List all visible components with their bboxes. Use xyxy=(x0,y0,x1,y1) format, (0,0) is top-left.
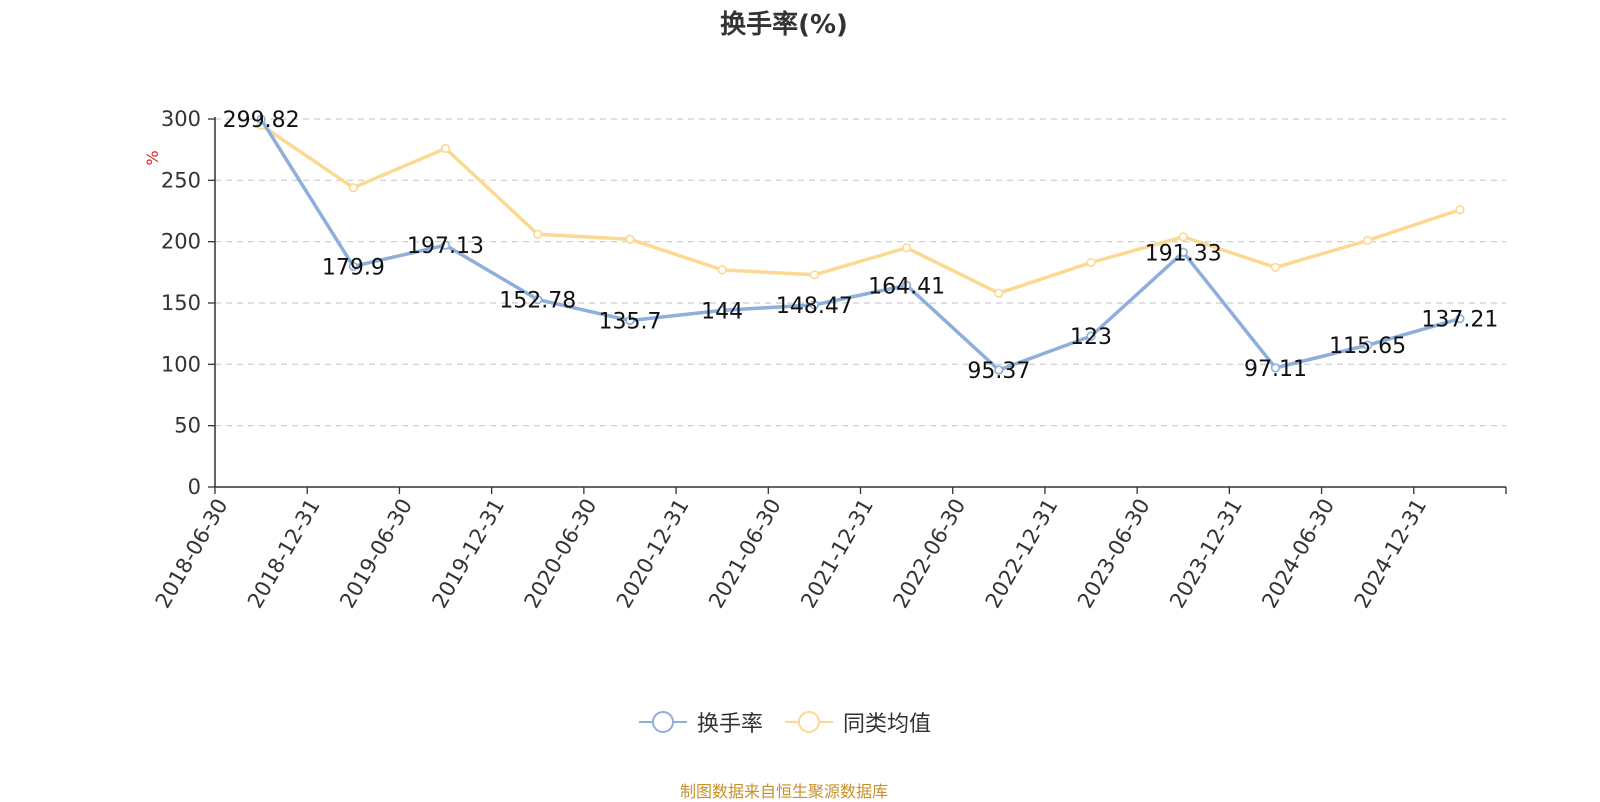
legend-label-peer-average: 同类均值 xyxy=(843,712,932,737)
series-1-point-9[interactable] xyxy=(1086,257,1096,268)
x-tick-label-2024-06-30: 2024-06-30 xyxy=(1257,495,1339,613)
data-label-4: 135.7 xyxy=(598,310,661,335)
series-0-point-8[interactable] xyxy=(994,365,1004,375)
x-tick-label-2018-06-30: 2018-06-30 xyxy=(151,495,233,613)
series-line-0 xyxy=(259,117,1462,372)
series-0-point-5[interactable] xyxy=(717,305,727,315)
series-0-point-10[interactable] xyxy=(1178,247,1188,257)
x-tick-label-2023-12-31: 2023-12-31 xyxy=(1165,495,1247,613)
x-tick-label-2021-12-31: 2021-12-31 xyxy=(796,495,878,613)
data-label-1: 179.9 xyxy=(322,255,385,280)
y-tick-label-200: 200 xyxy=(161,230,201,254)
legend-marker-peer-average xyxy=(785,711,833,733)
series-1-point-4[interactable] xyxy=(625,234,635,244)
series-0-point-9[interactable] xyxy=(1086,331,1096,341)
series-1-point-10[interactable] xyxy=(1178,232,1188,242)
legend-label-turnover: 换手率 xyxy=(696,712,763,737)
y-axis-label: % xyxy=(143,150,162,165)
source-note: 制图数据来自恒生聚源数据库 xyxy=(679,782,888,801)
y-tick-label-0: 0 xyxy=(188,475,201,499)
x-tick-label-2019-06-30: 2019-06-30 xyxy=(335,495,417,613)
data-label-7: 164.41 xyxy=(868,274,945,299)
x-tick-label-2020-06-30: 2020-06-30 xyxy=(520,495,602,613)
series-0-point-6[interactable] xyxy=(809,300,819,310)
data-label-10: 191.33 xyxy=(1145,241,1222,266)
data-label-0: 299.82 xyxy=(223,108,300,133)
data-label-2: 197.13 xyxy=(407,234,484,259)
legend: 换手率 同类均值 xyxy=(0,706,1570,738)
x-tick-label-2021-06-30: 2021-06-30 xyxy=(704,495,786,613)
series-1-point-6[interactable] xyxy=(809,270,819,280)
series-1-point-1[interactable] xyxy=(348,183,358,193)
y-tick-label-50: 50 xyxy=(174,414,201,438)
x-tick-label-2022-12-31: 2022-12-31 xyxy=(981,495,1063,613)
series-1-point-11[interactable] xyxy=(1270,262,1281,273)
chart-title: 换手率(%) xyxy=(720,10,848,40)
data-label-9: 123 xyxy=(1070,325,1112,350)
series-1-point-2[interactable] xyxy=(440,143,451,154)
y-tick-label-300: 300 xyxy=(161,107,201,131)
series-0-point-3[interactable] xyxy=(533,294,543,305)
legend-item-turnover[interactable]: 换手率 xyxy=(638,706,763,738)
series-0-point-1[interactable] xyxy=(348,261,358,271)
series-0-point-0[interactable] xyxy=(256,114,266,124)
y-tick-label-100: 100 xyxy=(161,352,201,376)
x-tick-label-2022-06-30: 2022-06-30 xyxy=(888,495,970,613)
data-label-5: 144 xyxy=(701,299,743,324)
series-1-point-12[interactable] xyxy=(1363,235,1373,246)
series-0-point-2[interactable] xyxy=(440,240,451,250)
series-0-point-12[interactable] xyxy=(1363,340,1373,350)
series-0-point-7[interactable] xyxy=(902,280,912,290)
data-label-6: 148.47 xyxy=(776,294,853,319)
x-tick-label-2024-12-31: 2024-12-31 xyxy=(1350,495,1432,613)
series-1-point-8[interactable] xyxy=(994,288,1004,298)
data-label-12: 115.65 xyxy=(1329,334,1406,359)
series-1-point-7[interactable] xyxy=(902,243,912,253)
series-line-1 xyxy=(259,123,1462,295)
data-label-8: 95.37 xyxy=(967,359,1030,384)
series-1-point-5[interactable] xyxy=(717,265,727,275)
series-0-point-4[interactable] xyxy=(625,315,635,326)
y-tick-label-250: 250 xyxy=(161,168,201,192)
x-tick-label-2018-12-31: 2018-12-31 xyxy=(243,495,325,613)
x-tick-label-2020-12-31: 2020-12-31 xyxy=(612,495,694,613)
x-tick-label-2023-06-30: 2023-06-30 xyxy=(1073,495,1155,613)
data-label-3: 152.78 xyxy=(499,289,576,314)
legend-item-peer-average[interactable]: 同类均值 xyxy=(785,706,931,738)
series-1-point-3[interactable] xyxy=(533,229,543,239)
series-1-point-13[interactable] xyxy=(1455,205,1465,215)
legend-marker-turnover xyxy=(638,711,687,733)
series-0-point-13[interactable] xyxy=(1455,314,1465,324)
data-label-13: 137.21 xyxy=(1421,308,1498,333)
y-tick-label-150: 150 xyxy=(161,291,201,315)
series-0-point-11[interactable] xyxy=(1270,363,1281,373)
x-tick-label-2019-12-31: 2019-12-31 xyxy=(427,495,509,613)
data-label-11: 97.11 xyxy=(1244,357,1307,382)
